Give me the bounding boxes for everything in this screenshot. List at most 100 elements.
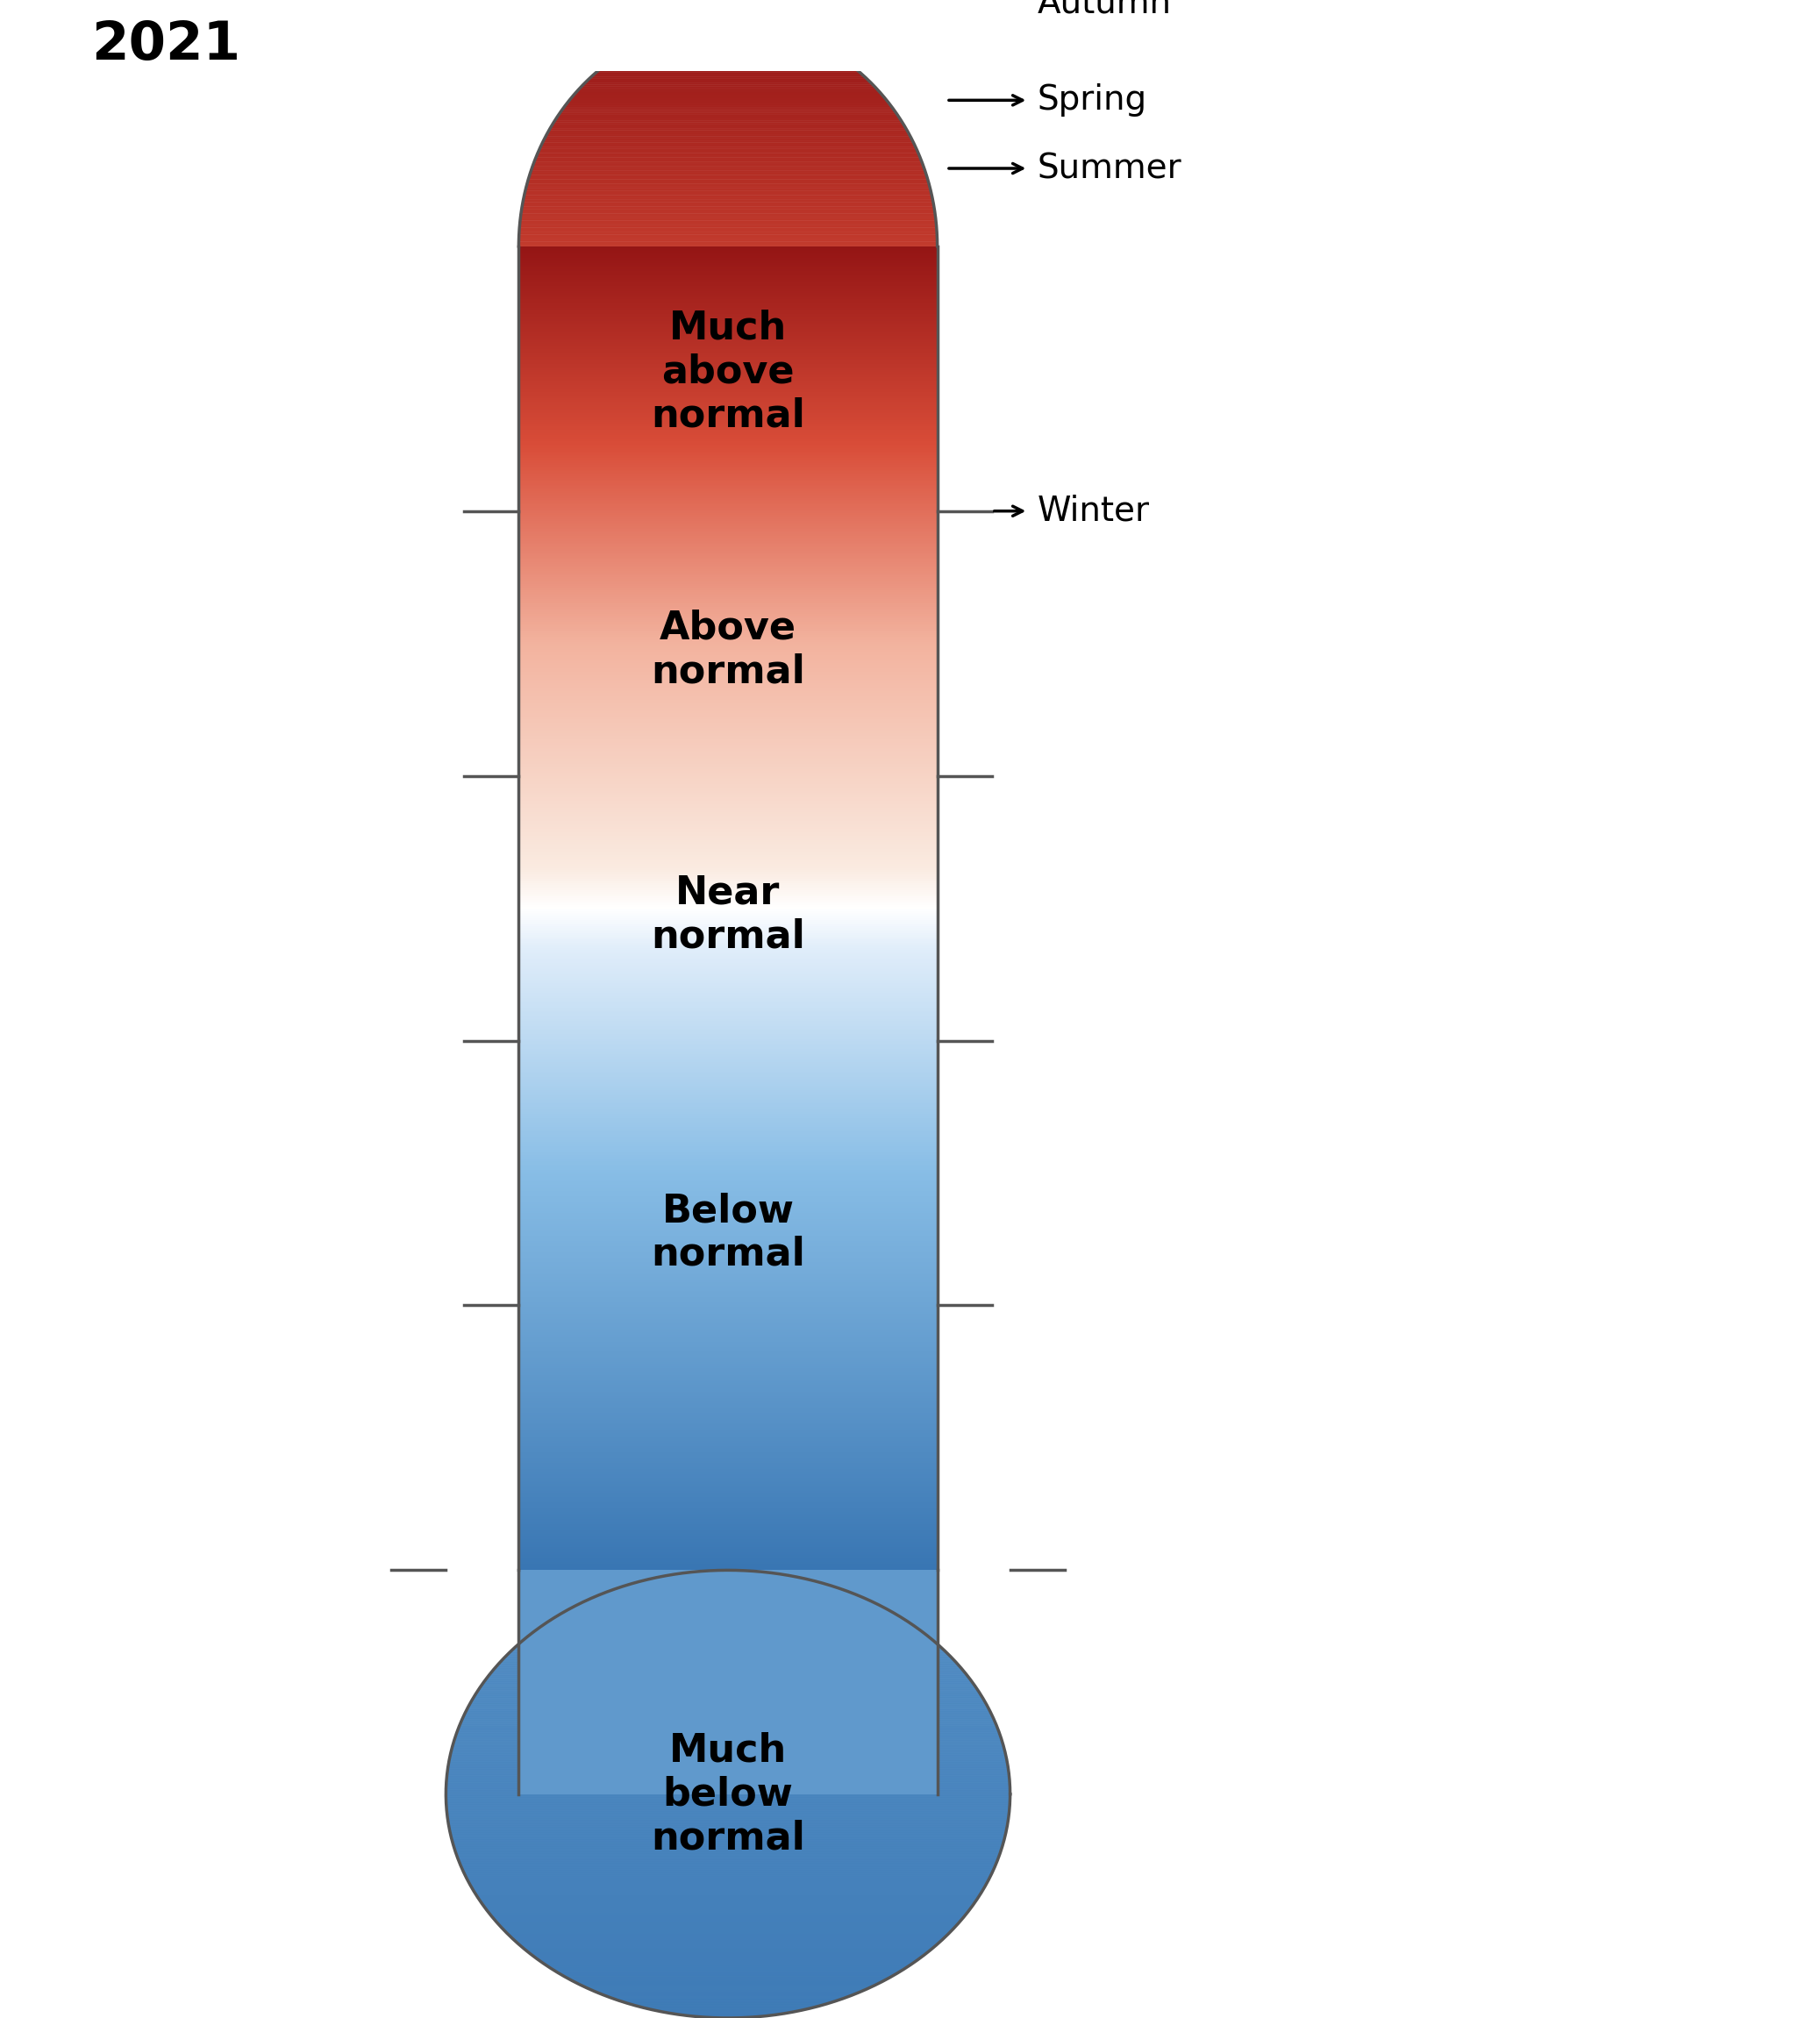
Polygon shape <box>526 188 930 190</box>
Polygon shape <box>530 174 926 176</box>
Polygon shape <box>519 240 937 242</box>
Polygon shape <box>530 174 926 176</box>
Polygon shape <box>521 216 935 218</box>
Polygon shape <box>522 202 934 204</box>
Polygon shape <box>528 182 928 184</box>
Text: 2021: 2021 <box>91 18 240 71</box>
Polygon shape <box>524 190 932 194</box>
Polygon shape <box>521 214 935 216</box>
Polygon shape <box>546 135 910 137</box>
Polygon shape <box>519 242 937 244</box>
Text: Much
above
normal: Much above normal <box>652 309 804 434</box>
Polygon shape <box>531 167 925 170</box>
Polygon shape <box>522 204 934 206</box>
Polygon shape <box>521 218 935 220</box>
Polygon shape <box>524 190 932 194</box>
Polygon shape <box>531 165 925 167</box>
Polygon shape <box>522 206 934 210</box>
Polygon shape <box>537 151 919 153</box>
Polygon shape <box>519 228 937 230</box>
Polygon shape <box>519 228 937 230</box>
Polygon shape <box>519 234 937 236</box>
Polygon shape <box>535 159 921 161</box>
Polygon shape <box>521 210 935 212</box>
Polygon shape <box>519 226 937 228</box>
Polygon shape <box>535 155 921 157</box>
Polygon shape <box>519 240 937 242</box>
Polygon shape <box>530 170 926 174</box>
Polygon shape <box>519 232 937 234</box>
Polygon shape <box>521 220 935 222</box>
Polygon shape <box>524 196 932 198</box>
Polygon shape <box>544 139 912 141</box>
Polygon shape <box>528 180 928 182</box>
Polygon shape <box>522 200 934 202</box>
Polygon shape <box>533 163 923 165</box>
Polygon shape <box>524 194 932 196</box>
Polygon shape <box>535 157 921 159</box>
Polygon shape <box>546 133 910 135</box>
Polygon shape <box>541 145 915 147</box>
Text: Near
normal: Near normal <box>652 874 804 957</box>
Polygon shape <box>526 184 930 186</box>
Text: Much
below
normal: Much below normal <box>652 1731 804 1857</box>
Polygon shape <box>546 133 910 135</box>
Polygon shape <box>539 149 917 151</box>
Polygon shape <box>537 151 919 153</box>
Polygon shape <box>542 143 914 145</box>
Text: Spring: Spring <box>1037 83 1147 117</box>
Polygon shape <box>522 206 934 210</box>
Polygon shape <box>530 170 926 174</box>
Polygon shape <box>522 200 934 202</box>
Polygon shape <box>519 242 937 244</box>
Polygon shape <box>519 232 937 234</box>
Polygon shape <box>535 155 921 157</box>
Polygon shape <box>544 137 912 139</box>
Polygon shape <box>521 220 935 222</box>
Polygon shape <box>528 182 928 184</box>
Polygon shape <box>519 230 937 232</box>
Polygon shape <box>519 244 937 246</box>
Polygon shape <box>521 214 935 216</box>
Polygon shape <box>519 236 937 240</box>
Polygon shape <box>519 1570 937 1794</box>
Polygon shape <box>521 222 935 226</box>
Text: Below
normal: Below normal <box>652 1193 804 1273</box>
Polygon shape <box>535 159 921 161</box>
Polygon shape <box>542 141 914 143</box>
Polygon shape <box>522 202 934 204</box>
Polygon shape <box>521 212 935 214</box>
Polygon shape <box>531 165 925 167</box>
Polygon shape <box>531 167 925 170</box>
Polygon shape <box>541 145 915 147</box>
Polygon shape <box>539 147 917 149</box>
Polygon shape <box>521 210 935 212</box>
Text: Winter: Winter <box>1037 494 1150 529</box>
Polygon shape <box>526 186 930 188</box>
Polygon shape <box>533 161 923 163</box>
Polygon shape <box>535 157 921 159</box>
Polygon shape <box>519 236 937 240</box>
Polygon shape <box>519 234 937 236</box>
Polygon shape <box>528 178 928 180</box>
Polygon shape <box>524 198 932 200</box>
Text: Summer: Summer <box>1037 151 1181 186</box>
Polygon shape <box>530 176 926 178</box>
Text: Autumn: Autumn <box>1037 0 1172 20</box>
Polygon shape <box>539 147 917 149</box>
Polygon shape <box>544 139 912 141</box>
Polygon shape <box>524 196 932 198</box>
Polygon shape <box>537 153 919 155</box>
Polygon shape <box>521 218 935 220</box>
Polygon shape <box>524 194 932 196</box>
Polygon shape <box>521 222 935 226</box>
Polygon shape <box>526 188 930 190</box>
Polygon shape <box>526 186 930 188</box>
Polygon shape <box>519 244 937 246</box>
Polygon shape <box>537 153 919 155</box>
Polygon shape <box>542 141 914 143</box>
Polygon shape <box>539 149 917 151</box>
Polygon shape <box>524 198 932 200</box>
Polygon shape <box>546 135 910 137</box>
Polygon shape <box>521 216 935 218</box>
